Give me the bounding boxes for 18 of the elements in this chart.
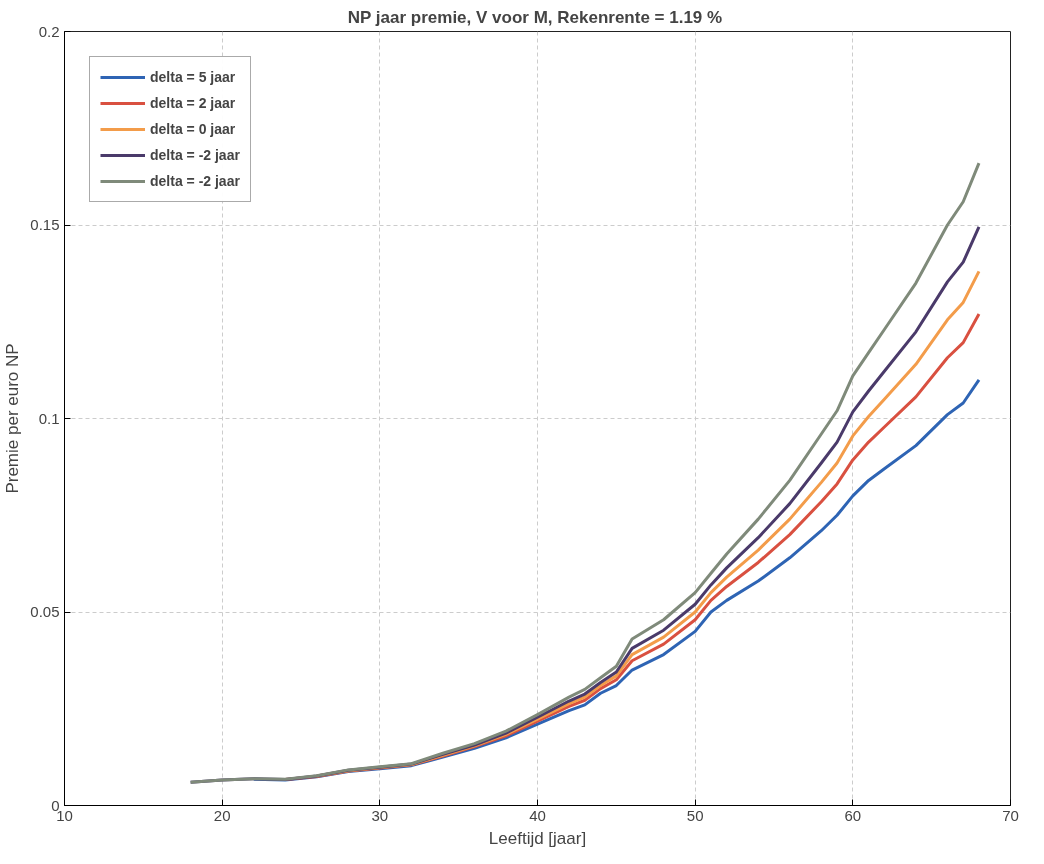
legend-label: delta = 0 jaar xyxy=(150,121,236,137)
legend-label: delta = -2 jaar xyxy=(150,147,240,163)
y-axis-title: Premie per euro NP xyxy=(3,343,23,494)
x-tick-label: 40 xyxy=(529,806,546,824)
x-tick-label: 30 xyxy=(371,806,389,824)
x-tick-label: 60 xyxy=(844,806,862,824)
legend-label: delta = 2 jaar xyxy=(150,95,236,111)
y-tick-label: 0.1 xyxy=(38,409,60,427)
y-tick-label: 0.05 xyxy=(30,603,60,620)
x-tick-label: 50 xyxy=(686,806,704,824)
legend-label: delta = -2 jaar xyxy=(150,173,240,189)
legend-label: delta = 5 jaar xyxy=(150,69,236,85)
chart-title: NP jaar premie, V voor M, Rekenrente = 1.19 % xyxy=(347,7,723,27)
y-tick-label: 0.2 xyxy=(38,22,60,40)
y-tick-label: 0.15 xyxy=(30,216,60,233)
x-tick-label: 70 xyxy=(1002,806,1019,824)
x-axis-title: Leeftijd [jaar] xyxy=(488,828,587,848)
x-tick-label: 20 xyxy=(213,806,231,824)
